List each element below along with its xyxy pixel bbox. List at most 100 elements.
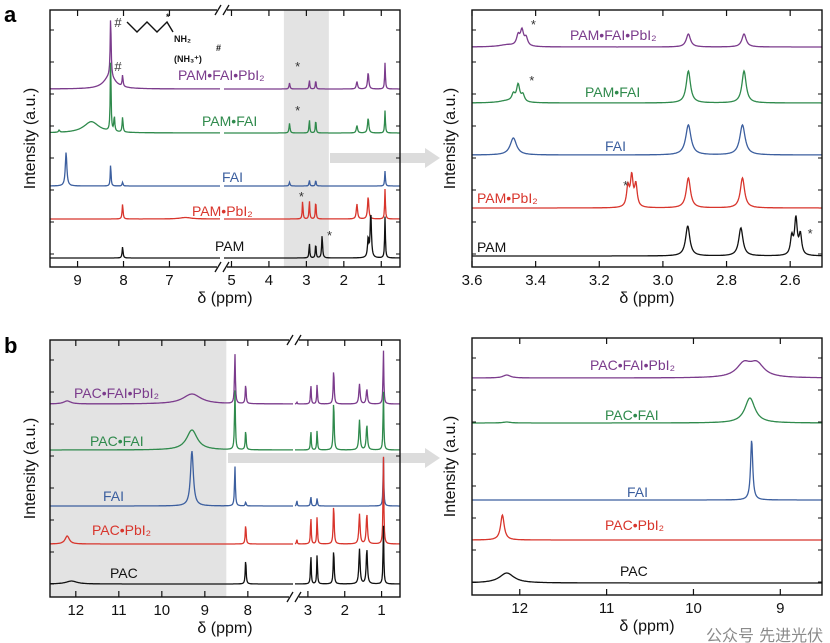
series-label: PAM•PbI₂ <box>477 190 538 206</box>
star-mark: * <box>623 178 628 193</box>
spectrum-0-segment-0 <box>50 354 293 405</box>
x-tick-label: 5 <box>227 272 235 289</box>
hash-mark: # <box>114 15 122 30</box>
spectrum-4-segment-0 <box>50 247 220 259</box>
series-label: PAM•FAI•PbI₂ <box>178 67 265 83</box>
spectrum-2-segment-0 <box>50 152 220 187</box>
spectrum-3-segment-1 <box>294 456 400 545</box>
x-tick-label: 10 <box>685 600 702 617</box>
x-tick-label: 8 <box>244 602 252 619</box>
y-axis-label: Intensity (a.u.) <box>442 88 459 189</box>
star-mark: * <box>295 59 300 74</box>
spectrum-2-segment-1 <box>224 170 400 187</box>
ammonium-label: (NH₃⁺) <box>174 54 202 64</box>
spectrum-1-segment-1 <box>224 110 400 134</box>
series-label: PAM•FAI <box>202 113 257 129</box>
panel-label-b: b <box>4 333 17 358</box>
spectrum-0-segment-1 <box>224 62 400 90</box>
plot-frame <box>49 339 401 598</box>
arrow-b <box>228 448 440 468</box>
x-tick-label: 9 <box>201 602 209 619</box>
spectrum-2-segment-0 <box>50 450 293 507</box>
axis-break-icon <box>214 4 222 16</box>
x-tick-label: 1 <box>377 272 385 289</box>
series-label: PAM <box>477 239 506 255</box>
series-label: PAC <box>110 565 138 581</box>
spectrum-3-segment-0 <box>50 526 293 545</box>
x-tick-label: 8 <box>119 272 127 289</box>
spectrum-3-segment-0 <box>472 513 822 541</box>
star-mark: * <box>327 228 332 243</box>
x-tick-label: 12 <box>511 600 528 617</box>
x-tick-label: 10 <box>153 602 170 619</box>
hash-mark: # <box>114 59 122 74</box>
spectrum-4-segment-0 <box>472 215 822 257</box>
x-tick-label: 7 <box>165 272 173 289</box>
y-axis-label: Intensity (a.u.) <box>22 418 39 519</box>
x-tick-label: 2 <box>341 602 349 619</box>
series-label: PAM•FAI <box>585 84 640 100</box>
spectrum-1-segment-0 <box>50 390 293 451</box>
axis-break-gap <box>289 337 299 343</box>
chart-b-zoom: PAC•FAI•PbI₂ PAC•FAI FAI PAC•PbI₂ PAC 12 11 10 9… <box>442 337 823 635</box>
series-label: PAC•FAI•PbI₂ <box>74 385 159 401</box>
x-tick-label: 11 <box>111 602 127 619</box>
highlight-region <box>50 340 227 597</box>
spectrum-1-segment-0 <box>472 397 822 424</box>
series-label: PAC <box>620 563 648 579</box>
spectrum-0-segment-0 <box>472 26 822 48</box>
x-axis-label: δ (ppm) <box>197 290 252 307</box>
series-label: FAI <box>222 169 243 185</box>
x-tick-label: 9 <box>776 600 784 617</box>
axis-break-gap <box>217 264 227 270</box>
star-mark: * <box>295 103 300 118</box>
star-mark: * <box>531 17 536 32</box>
star-mark: * <box>299 189 304 204</box>
spectrum-2-segment-0 <box>472 440 822 501</box>
series-label: FAI <box>627 484 648 500</box>
series-label: PAM <box>215 238 244 254</box>
y-axis-label: Intensity (a.u.) <box>442 416 459 517</box>
x-tick-label: 11 <box>599 600 615 617</box>
star-mark: * <box>808 226 813 241</box>
series-label: PAC•FAI <box>605 407 659 423</box>
axis-break-icon <box>286 591 294 603</box>
x-axis-label: δ (ppm) <box>619 290 674 307</box>
star-mark: * <box>166 12 170 22</box>
x-axis-label: δ (ppm) <box>619 618 674 635</box>
axis-break-icon <box>294 334 302 346</box>
x-tick-label: 3.0 <box>652 272 673 289</box>
spectrum-1-segment-0 <box>49 62 220 134</box>
alkyl-chain <box>126 20 174 33</box>
spectrum-4-segment-0 <box>49 561 293 585</box>
axis-break-icon <box>222 4 230 16</box>
plot-frame <box>471 9 823 268</box>
spectrum-1-segment-1 <box>295 391 400 451</box>
spectrum-0-segment-1 <box>294 350 400 405</box>
plot-frame <box>471 337 823 596</box>
spectrum-4-segment-1 <box>295 525 400 585</box>
series-label: FAI <box>605 138 626 154</box>
spectrum-3-segment-0 <box>50 204 220 220</box>
x-axis-label: δ (ppm) <box>197 620 252 637</box>
amine-label: NH₂ <box>174 34 191 44</box>
spectrum-0-segment-0 <box>50 20 220 90</box>
series-label: PAM•PbI₂ <box>192 203 253 219</box>
series-label: PAC•FAI•PbI₂ <box>590 357 675 373</box>
axis-break-icon <box>286 334 294 346</box>
chart-a-zoom: PAM•FAI•PbI₂ * PAM•FAI * FAI PAM•PbI₂ * PAM * 3.6… <box>442 9 823 307</box>
axis-break-gap <box>289 594 299 600</box>
spectrum-4-segment-1 <box>224 214 400 259</box>
series-label: PAC•PbI₂ <box>92 522 151 538</box>
highlight-region <box>283 10 329 267</box>
x-tick-label: 3.6 <box>462 272 483 289</box>
x-tick-label: 2.6 <box>780 272 801 289</box>
hash-mark: # <box>216 43 221 53</box>
x-tick-label: 3 <box>302 272 310 289</box>
spectrum-0-segment-0 <box>472 360 822 379</box>
series-label: PAC•FAI <box>90 433 144 449</box>
x-tick-label: 12 <box>67 602 84 619</box>
axis-break-icon <box>294 591 302 603</box>
arrow-a <box>330 148 440 168</box>
